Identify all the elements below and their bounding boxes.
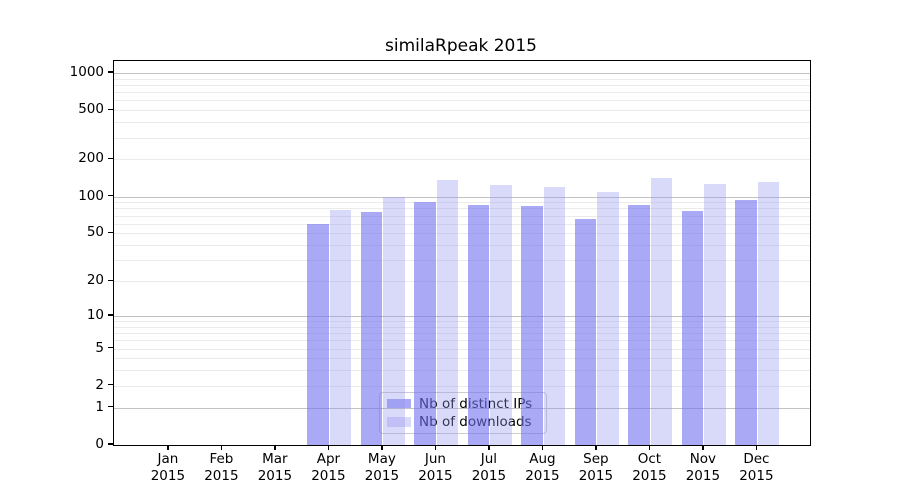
chart-title: similaRpeak 2015 (385, 36, 537, 56)
gridline-major (114, 73, 810, 74)
bar-distinct-ips-oct (628, 204, 650, 445)
y-tick-label: 200 (78, 150, 104, 167)
gridline-minor (114, 233, 810, 235)
x-tick (327, 445, 330, 450)
bar-distinct-ips-may (360, 211, 383, 445)
x-tick (274, 445, 276, 450)
x-tick (381, 445, 383, 450)
y-tick-label: 0 (95, 436, 104, 452)
y-tick-label: 1000 (69, 64, 104, 80)
x-tick (702, 445, 704, 450)
plot-area: Nb of distinct IPs Nb of downloads (113, 60, 811, 446)
gridline-minor (114, 358, 810, 360)
x-tick-label-dec: Dec 2015 (739, 451, 774, 484)
x-tick (755, 445, 758, 450)
y-tick-label: 5 (95, 339, 104, 356)
y-tick (108, 108, 113, 110)
x-tick (648, 445, 651, 450)
gridline-minor (114, 340, 810, 342)
gridline-major (114, 196, 810, 198)
gridline-minor (114, 281, 810, 283)
gridline-minor (114, 100, 810, 102)
gridline-minor (114, 326, 810, 328)
y-tick-label: 2 (95, 376, 104, 393)
x-tick-label-jul: Jul 2015 (471, 451, 507, 484)
x-tick-label-oct: Oct 2015 (632, 451, 667, 484)
x-tick (488, 445, 490, 450)
x-tick (595, 445, 597, 450)
bar-downloads-oct (650, 178, 673, 445)
gridline-minor (114, 110, 810, 112)
x-tick-label-jan: Jan 2015 (150, 451, 186, 484)
y-tick (108, 71, 113, 73)
gridline-minor (114, 260, 810, 262)
y-tick-label: 20 (86, 272, 104, 289)
gridline-minor (114, 245, 810, 246)
x-tick-label-mar: Mar 2015 (257, 451, 293, 484)
y-tick (108, 314, 113, 316)
bar-distinct-ips-dec (735, 200, 757, 445)
gridline-minor (114, 321, 810, 322)
bar-downloads-jun (436, 179, 459, 445)
y-tick-label: 1 (95, 398, 104, 415)
gridline-minor (114, 85, 810, 86)
y-tick-label: 100 (78, 187, 104, 204)
x-tick-label-nov: Nov 2015 (685, 451, 721, 484)
gridline-minor (114, 202, 810, 204)
gridline-minor (114, 122, 810, 124)
y-tick (108, 194, 113, 197)
bar-distinct-ips-sep (574, 218, 597, 445)
gridline-minor (114, 370, 810, 372)
y-tick (108, 443, 113, 445)
bar-distinct-ips-apr (307, 223, 329, 445)
bar-downloads-sep (597, 192, 619, 445)
gridline-minor (114, 208, 810, 210)
y-tick-label: 10 (86, 306, 104, 323)
gridline-minor (114, 333, 810, 334)
bar-downloads-jul (490, 184, 512, 445)
bar-distinct-ips-aug (521, 205, 543, 445)
bar-downloads-may (383, 196, 405, 445)
y-tick (108, 279, 113, 281)
x-tick (220, 445, 223, 450)
x-tick-label-may: May 2015 (364, 451, 400, 484)
bar-distinct-ips-nov (681, 211, 704, 445)
legend-swatch-distinct-ips (387, 399, 411, 409)
y-tick (108, 384, 113, 386)
gridline-minor (114, 92, 810, 94)
gridline-minor (114, 215, 810, 217)
y-tick-label: 50 (86, 224, 104, 241)
x-tick (434, 445, 437, 450)
y-tick (108, 157, 113, 160)
y-tick (108, 406, 113, 408)
gridline-minor (114, 385, 810, 387)
gridline-minor (114, 223, 810, 225)
bar-distinct-ips-jun (414, 201, 436, 445)
gridline-major (114, 407, 810, 409)
bar-downloads-apr (329, 209, 352, 445)
legend-swatch-downloads (387, 417, 411, 427)
x-tick-label-sep: Sep 2015 (578, 451, 614, 484)
gridline-minor (114, 348, 810, 350)
y-tick (108, 346, 113, 349)
y-tick (108, 231, 113, 233)
gridline-minor (114, 137, 810, 139)
y-tick-label: 500 (78, 101, 104, 118)
x-tick (167, 445, 169, 450)
x-tick-label-aug: Aug 2015 (525, 451, 560, 484)
bar-downloads-dec (757, 181, 780, 445)
x-tick-label-apr: Apr 2015 (311, 451, 346, 484)
x-tick (541, 445, 544, 450)
gridline-minor (114, 159, 810, 161)
x-tick-label-feb: Feb 2015 (204, 451, 239, 484)
x-tick-label-jun: Jun 2015 (418, 451, 453, 484)
gridline-minor (114, 78, 810, 80)
bar-distinct-ips-jul (467, 204, 490, 445)
bar-downloads-nov (704, 183, 726, 445)
bar-downloads-aug (543, 187, 566, 445)
gridline-major (114, 315, 810, 317)
